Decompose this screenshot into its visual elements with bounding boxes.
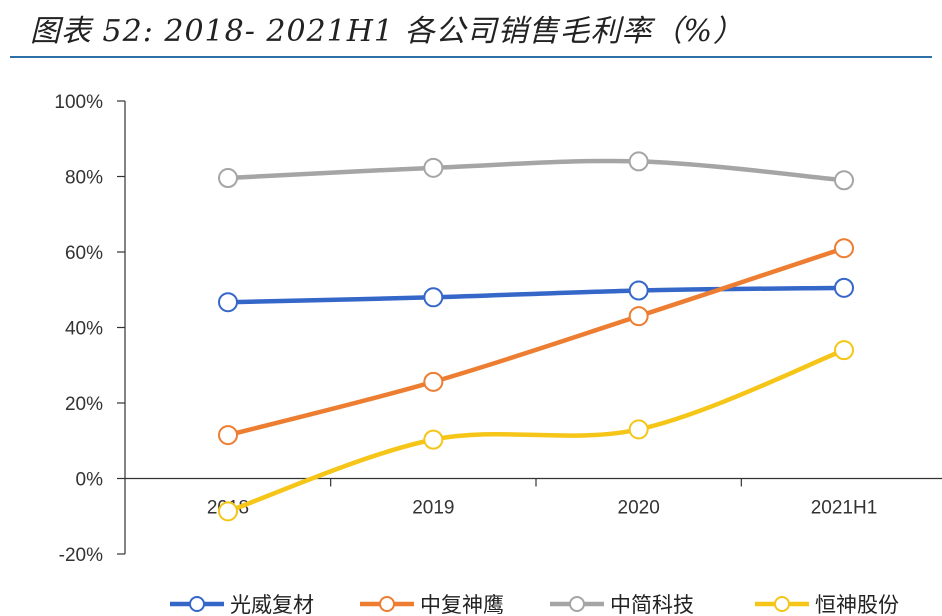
x-tick-label: 2020 bbox=[618, 498, 660, 519]
x-tick-label: 2021H1 bbox=[811, 498, 878, 519]
data-point bbox=[834, 277, 854, 298]
legend-item: 光威复材 bbox=[170, 593, 314, 616]
data-point bbox=[628, 280, 649, 301]
title-underline bbox=[10, 56, 932, 58]
data-point bbox=[834, 170, 854, 191]
series-points bbox=[218, 151, 854, 522]
legend: 光威复材 中复神鹰 中简科技 恒神股份 bbox=[170, 593, 899, 616]
series-line-4 bbox=[225, 347, 847, 514]
data-point bbox=[423, 287, 444, 308]
series-lines bbox=[225, 158, 847, 514]
legend-label: 中复神鹰 bbox=[420, 593, 504, 616]
data-point bbox=[218, 501, 238, 522]
data-point bbox=[628, 151, 649, 172]
legend-marker bbox=[774, 596, 790, 612]
legend-marker bbox=[379, 596, 395, 612]
legend-label: 恒神股份 bbox=[815, 593, 899, 616]
data-point bbox=[834, 340, 854, 361]
data-point bbox=[628, 306, 649, 327]
data-point bbox=[423, 371, 444, 392]
axes: -20%0%20%40%60%80%100%2018201920202021H1 bbox=[54, 92, 942, 566]
y-tick-label: 60% bbox=[65, 243, 103, 264]
series-line-2 bbox=[225, 245, 847, 438]
y-tick-label: 80% bbox=[65, 168, 103, 189]
y-tick-label: 20% bbox=[65, 394, 103, 415]
legend-marker bbox=[189, 596, 205, 612]
y-tick-label: 0% bbox=[76, 470, 104, 491]
legend-label: 中简科技 bbox=[610, 593, 694, 616]
legend-marker bbox=[569, 596, 585, 612]
y-tick-label: 40% bbox=[65, 319, 103, 340]
x-tick-label: 2019 bbox=[412, 498, 454, 519]
legend-item: 恒神股份 bbox=[755, 593, 899, 616]
series-line-3 bbox=[225, 158, 847, 183]
y-tick-label: -20% bbox=[59, 545, 103, 566]
series-line-1 bbox=[225, 285, 847, 305]
legend-label: 光威复材 bbox=[230, 593, 314, 616]
chart-title: 图表 52: 2018- 2021H1 各公司销售毛利率（%） bbox=[30, 14, 745, 49]
legend-item: 中复神鹰 bbox=[360, 593, 504, 616]
data-point bbox=[628, 419, 649, 440]
data-point bbox=[218, 292, 238, 313]
legend-item: 中简科技 bbox=[550, 593, 694, 616]
data-point bbox=[423, 429, 444, 450]
data-point bbox=[218, 425, 238, 446]
y-tick-label: 100% bbox=[54, 92, 103, 113]
data-point bbox=[423, 157, 444, 178]
data-point bbox=[834, 238, 854, 259]
data-point bbox=[218, 168, 238, 189]
